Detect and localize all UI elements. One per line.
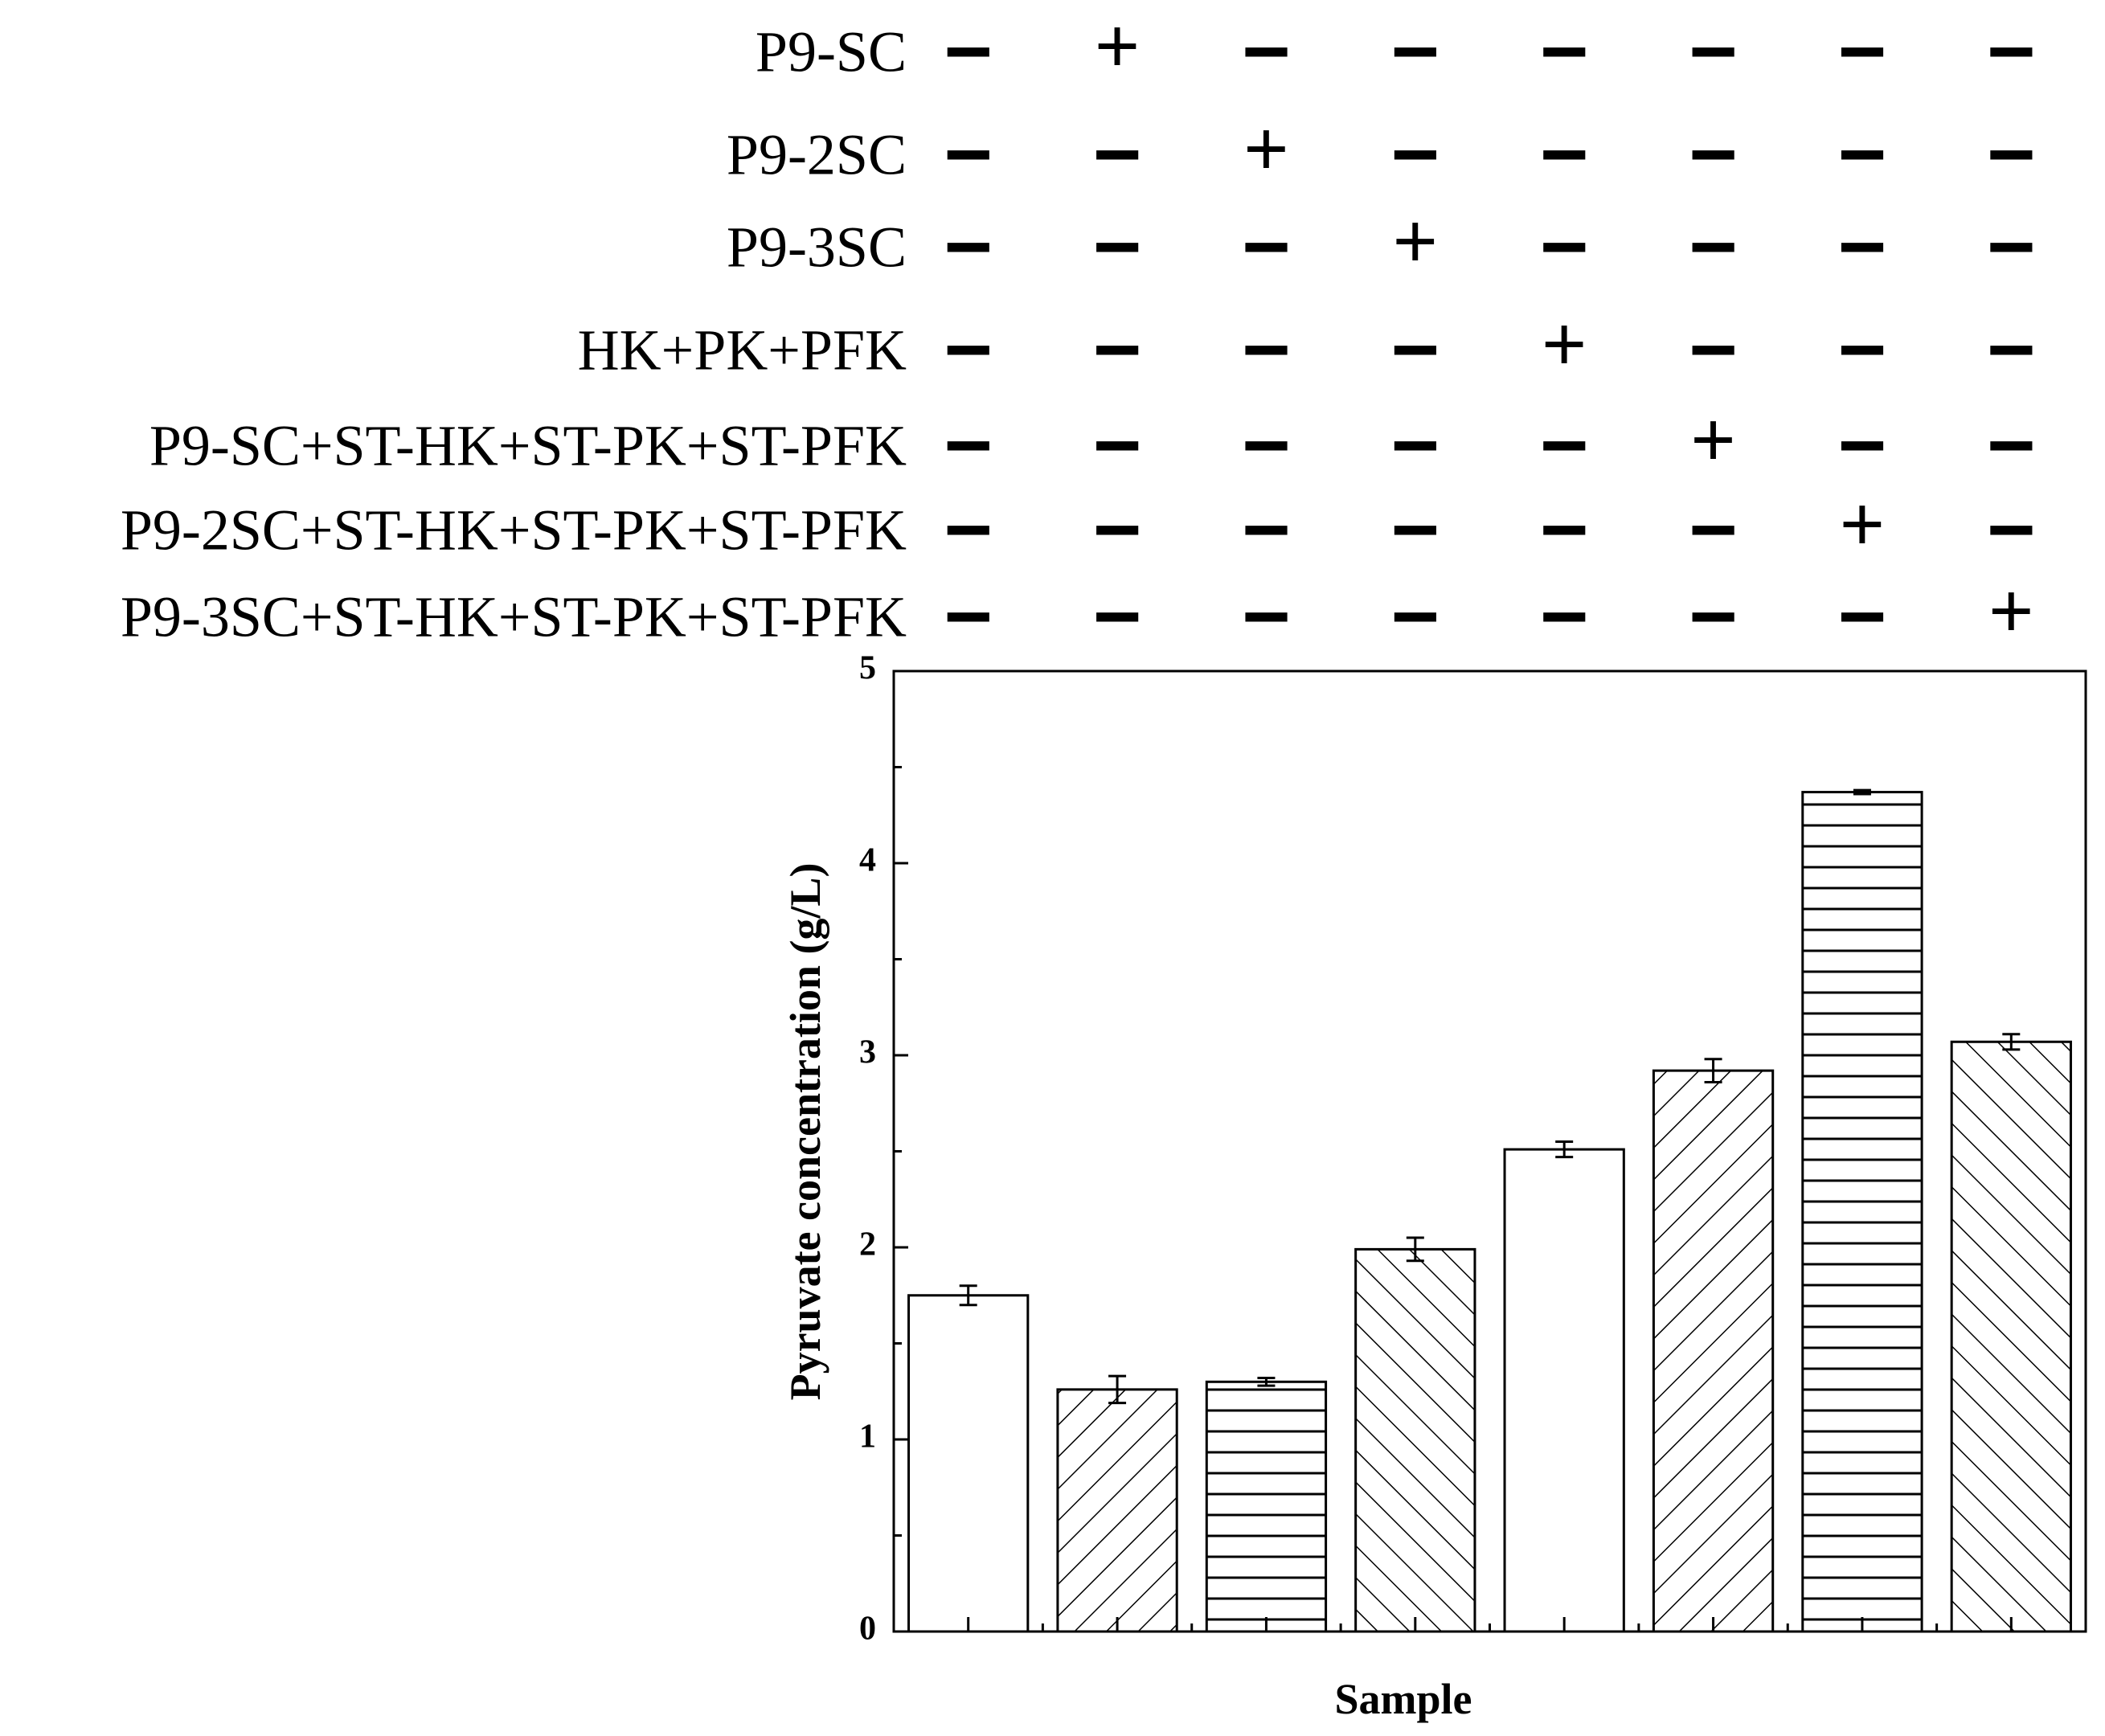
minus-sign: −: [1093, 200, 1142, 293]
minus-sign: −: [1540, 5, 1589, 98]
condition-label: P9-2SC: [727, 123, 907, 187]
error-bar: [2002, 1033, 2021, 1051]
minus-sign: −: [1987, 108, 2036, 201]
minus-sign: −: [1093, 570, 1142, 663]
plus-sign: +: [1691, 396, 1736, 482]
minus-sign: −: [1689, 570, 1738, 663]
minus-sign: −: [1390, 570, 1440, 663]
plus-sign: +: [1840, 481, 1885, 567]
minus-sign: −: [1987, 303, 2036, 396]
minus-sign: −: [1242, 399, 1291, 492]
bar: [1652, 1069, 1775, 1633]
condition-table: P9-SC − + − − − − − −P9-2SC − − + − − − − −P9-3SC − − − + − − −…: [121, 2, 2036, 663]
minus-sign: −: [1838, 399, 1887, 492]
minus-sign: −: [1390, 5, 1440, 98]
minus-sign: −: [1987, 483, 2036, 576]
minus-sign: −: [1390, 483, 1440, 576]
bar: [1056, 1388, 1178, 1633]
minus-sign: −: [944, 108, 993, 201]
bar: [1354, 1247, 1476, 1633]
minus-sign: −: [944, 5, 993, 98]
bars-group: [907, 791, 2072, 1633]
bar: [1950, 1040, 2072, 1633]
minus-sign: −: [1540, 399, 1589, 492]
minus-sign: −: [1838, 200, 1887, 293]
minus-sign: −: [1540, 200, 1589, 293]
minus-sign: −: [1689, 108, 1738, 201]
minus-sign: −: [1689, 200, 1738, 293]
bar: [907, 1294, 1030, 1633]
y-tick-label: 4: [859, 842, 876, 879]
error-bar: [1704, 1058, 1722, 1083]
condition-label: P9-3SC: [727, 215, 907, 280]
y-tick-label: 3: [859, 1034, 876, 1071]
minus-sign: −: [944, 570, 993, 663]
condition-label: P9-2SC+ST-HK+ST-PK+ST-PFK: [121, 498, 907, 563]
condition-label: P9-3SC+ST-HK+ST-PK+ST-PFK: [121, 585, 907, 649]
minus-sign: −: [1689, 5, 1738, 98]
minus-sign: −: [944, 483, 993, 576]
minus-sign: −: [1838, 570, 1887, 663]
plus-sign: +: [1243, 105, 1288, 191]
axes-group: 0 1 2 3 4 5: [859, 650, 2087, 1648]
minus-sign: −: [1838, 5, 1887, 98]
minus-sign: −: [1689, 483, 1738, 576]
bar: [1503, 1148, 1625, 1633]
error-bars-group: [959, 788, 2021, 1405]
minus-sign: −: [1390, 108, 1440, 201]
y-tick-label: 2: [859, 1226, 876, 1263]
minus-sign: −: [1689, 303, 1738, 396]
bar-chart: 0 1 2 3 4 5 Sample Pyruvate concentration (g/…: [781, 650, 2087, 1723]
bar: [1801, 791, 1923, 1633]
minus-sign: −: [944, 200, 993, 293]
minus-sign: −: [1540, 570, 1589, 663]
minus-sign: −: [1093, 108, 1142, 201]
minus-sign: −: [1838, 303, 1887, 396]
minus-sign: −: [1540, 108, 1589, 201]
minus-sign: −: [1242, 200, 1291, 293]
error-bar: [1853, 788, 1871, 796]
error-bar: [1406, 1236, 1424, 1263]
minus-sign: −: [1242, 5, 1291, 98]
minus-sign: −: [1242, 570, 1291, 663]
y-axis-title: Pyruvate concentration (g/L): [781, 863, 829, 1401]
minus-sign: −: [1242, 483, 1291, 576]
plus-sign: +: [1095, 2, 1140, 88]
minus-sign: −: [944, 399, 993, 492]
plus-sign: +: [1393, 198, 1438, 284]
y-tick-label: 1: [859, 1419, 876, 1456]
bar: [1205, 1380, 1328, 1633]
minus-sign: −: [1540, 483, 1589, 576]
minus-sign: −: [1390, 399, 1440, 492]
plus-sign: +: [1542, 301, 1587, 387]
y-tick-label: 5: [859, 650, 876, 687]
minus-sign: −: [1390, 303, 1440, 396]
plus-sign: +: [1988, 567, 2033, 653]
minus-sign: −: [1093, 483, 1142, 576]
error-bar: [959, 1284, 977, 1307]
condition-label: P9-SC: [756, 20, 907, 84]
error-bar: [1555, 1140, 1574, 1159]
y-tick-label: 0: [859, 1611, 876, 1648]
minus-sign: −: [1987, 200, 2036, 293]
condition-label: P9-SC+ST-HK+ST-PK+ST-PFK: [149, 414, 907, 478]
minus-sign: −: [1987, 5, 2036, 98]
minus-sign: −: [1093, 399, 1142, 492]
error-bar: [1257, 1377, 1276, 1387]
minus-sign: −: [1093, 303, 1142, 396]
minus-sign: −: [1242, 303, 1291, 396]
minus-sign: −: [944, 303, 993, 396]
x-axis-title: Sample: [1334, 1675, 1472, 1723]
minus-sign: −: [1987, 399, 2036, 492]
error-bar: [1108, 1374, 1127, 1405]
condition-label: HK+PK+PFK: [578, 318, 907, 383]
minus-sign: −: [1838, 108, 1887, 201]
